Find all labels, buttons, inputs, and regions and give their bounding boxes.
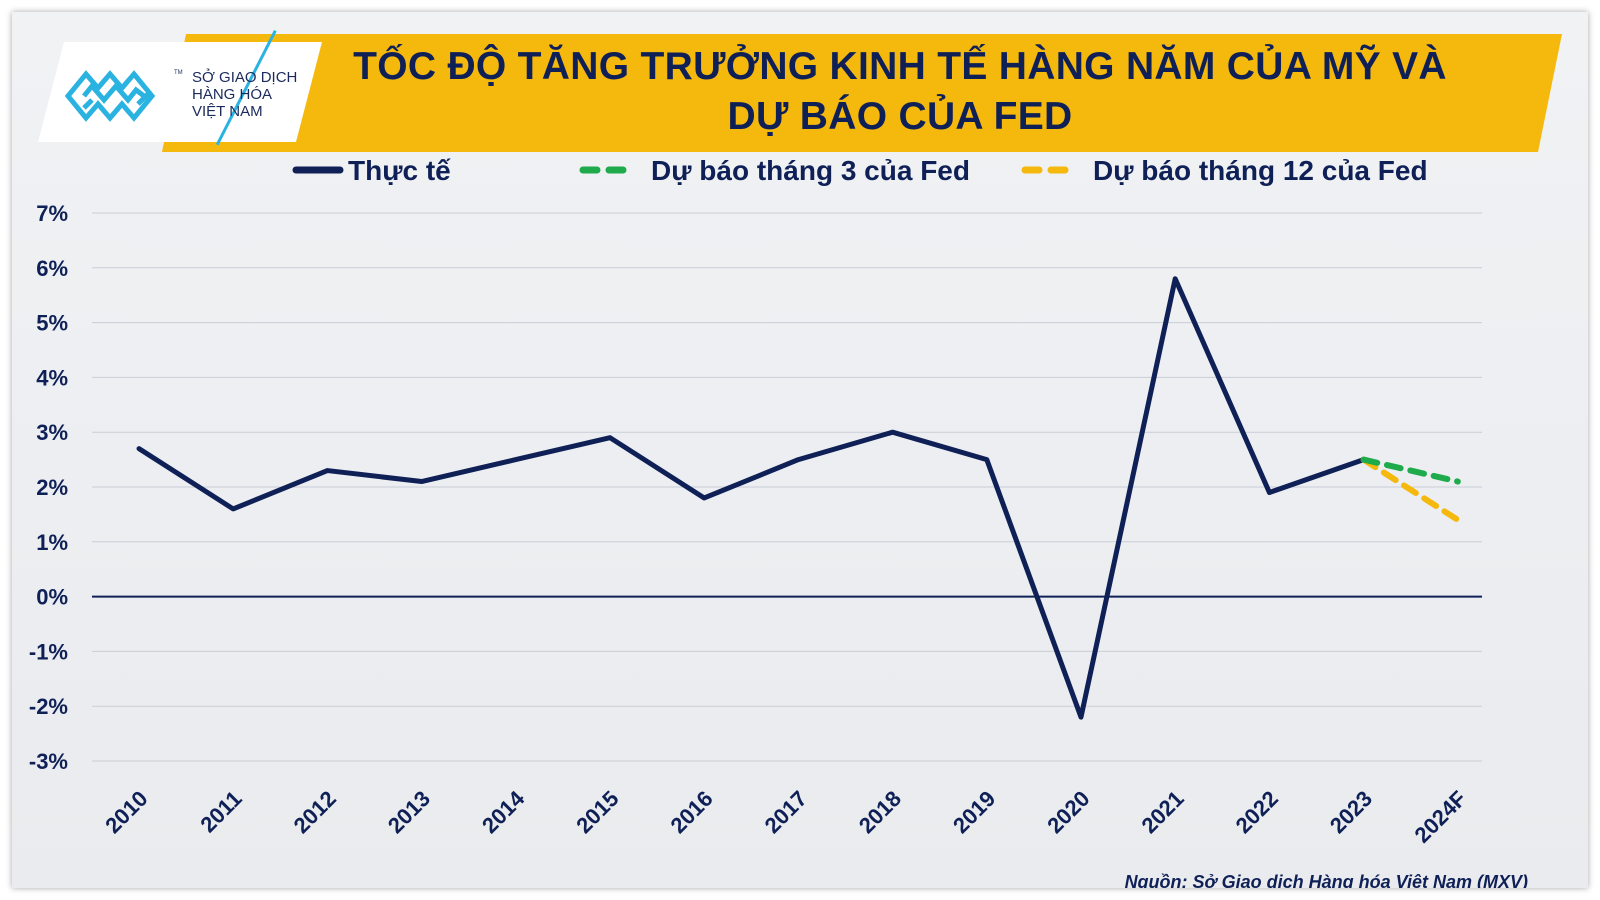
y-tick-label: 6%	[36, 256, 68, 281]
y-tick-label: 0%	[36, 585, 68, 610]
chart-title-line-1: TỐC ĐỘ TĂNG TRƯỞNG KINH TẾ HÀNG NĂM CỦA …	[353, 45, 1447, 88]
series-lines	[136, 276, 1461, 720]
x-tick-label: 2015	[571, 786, 623, 838]
series-line-december-forecast	[1360, 456, 1461, 523]
x-tick-label: 2019	[948, 786, 1000, 838]
y-tick-label: 4%	[36, 365, 68, 390]
y-tick-label: -3%	[29, 749, 68, 774]
x-tick-label: 2014	[477, 785, 530, 838]
logo-line-2: HÀNG HÓA	[192, 86, 273, 103]
source-note: Nguồn: Sở Giao dịch Hàng hóa Việt Nam (M…	[1124, 872, 1528, 888]
legend-label: Thực tế	[348, 155, 451, 186]
legend-label: Dự báo tháng 12 của Fed	[1093, 155, 1428, 186]
trademark-mark: TM	[174, 70, 183, 76]
series-line-actual	[136, 276, 1367, 720]
logo-line-1: SỞ GIAO DỊCH	[192, 69, 298, 86]
legend: Thực tế Dự báo tháng 3 của Fed Dự báo thán…	[292, 155, 1428, 186]
x-tick-label: 2016	[665, 786, 717, 838]
y-tick-label: 1%	[36, 530, 68, 555]
chart-title: TỐC ĐỘ TĂNG TRƯỞNG KINH TẾ HÀNG NĂM CỦA …	[330, 42, 1470, 142]
x-tick-label: 2018	[854, 786, 906, 838]
x-tick-label: 2020	[1042, 786, 1094, 838]
x-tick-label: 2013	[383, 786, 435, 838]
chart-title-line-2: DỰ BÁO CỦA FED	[727, 95, 1073, 138]
chart-frame: TỐC ĐỘ TĂNG TRƯỞNG KINH TẾ HÀNG NĂM CỦA …	[12, 12, 1588, 888]
x-tick-label: 2010	[100, 786, 152, 838]
legend-label: Dự báo tháng 3 của Fed	[651, 155, 970, 186]
x-tick-label: 2021	[1136, 786, 1188, 838]
y-tick-label: 5%	[36, 311, 68, 336]
x-tick-label: 2017	[760, 786, 812, 838]
x-tick-label: 2012	[289, 786, 341, 838]
logo-line-3: VIỆT NAM	[192, 103, 263, 120]
y-tick-label: 3%	[36, 420, 68, 445]
x-tick-label: 2011	[195, 786, 246, 837]
mxv-logo-icon	[64, 70, 156, 122]
x-tick-label: 2023	[1325, 786, 1377, 838]
logo-text: SỞ GIAO DỊCH HÀNG HÓA VIỆT NAM	[192, 69, 322, 120]
y-axis-ticks: 7% 6% 5% 4% 3% 2% 1% 0% -1% -2% -3%	[29, 201, 68, 774]
y-tick-label: -2%	[29, 694, 68, 719]
x-tick-label: 2022	[1231, 786, 1283, 838]
title-banner	[162, 34, 1562, 152]
y-tick-label: -1%	[29, 639, 68, 664]
y-tick-label: 7%	[36, 201, 68, 226]
x-axis-ticks: 2010 2011 2012 2013 2014 2015 2016 2017 2018 2019…	[100, 785, 1471, 847]
x-tick-label: 2024F	[1410, 786, 1472, 848]
series-line-march-forecast	[1360, 456, 1461, 485]
y-tick-label: 2%	[36, 475, 68, 500]
grid-lines	[92, 212, 1482, 762]
